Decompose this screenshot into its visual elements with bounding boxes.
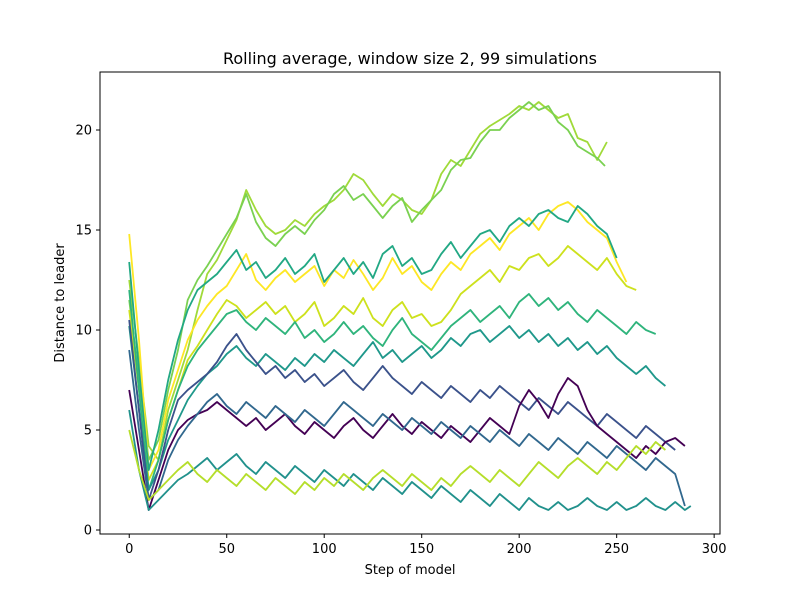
x-tick-label: 200: [507, 542, 532, 557]
x-tick-label: 150: [409, 542, 434, 557]
x-tick-label: 50: [218, 542, 235, 557]
x-axis-label: Step of model: [365, 563, 456, 578]
y-tick-label: 20: [75, 124, 92, 139]
series-line-0: [128, 101, 608, 461]
series-line-6: [128, 325, 666, 491]
x-tick-label: 250: [604, 542, 629, 557]
y-tick-label: 10: [75, 324, 92, 339]
series-layer: [128, 101, 692, 511]
y-tick-label: 5: [84, 424, 92, 439]
x-axis-ticks: 0 50 100 150 200 250 300: [125, 534, 727, 557]
x-tick-label: 300: [702, 542, 727, 557]
axes-frame: [99, 71, 721, 535]
series-line-10: [128, 409, 692, 511]
series-line-9: [128, 349, 686, 507]
series-line-3: [128, 245, 637, 481]
x-tick-label: 0: [125, 542, 133, 557]
x-tick-label: 100: [312, 542, 337, 557]
series-line-4: [128, 205, 618, 471]
series-line-11: [128, 429, 666, 501]
y-tick-label: 0: [84, 524, 92, 539]
series-line-7: [128, 319, 676, 501]
series-line-8: [128, 377, 686, 511]
plot-area: [99, 71, 721, 535]
series-line-2: [128, 201, 628, 471]
series-line-1: [128, 101, 606, 461]
series-line-5: [128, 289, 657, 491]
y-tick-label: 15: [75, 224, 92, 239]
y-axis-ticks: 0 5 10 15 20: [75, 124, 100, 539]
chart-title: Rolling average, window size 2, 99 simul…: [223, 49, 597, 68]
y-axis-label: Distance to leader: [53, 243, 68, 363]
